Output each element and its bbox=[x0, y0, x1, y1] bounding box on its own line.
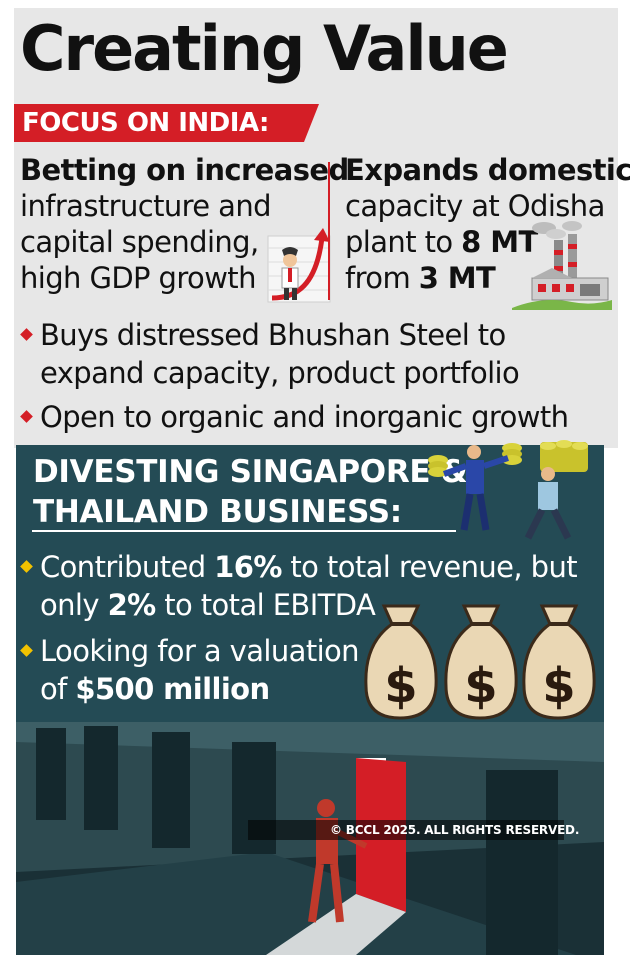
heading-underline bbox=[32, 530, 456, 532]
bullet-diamond-icon bbox=[20, 410, 33, 423]
ebitda-share-value: 2% bbox=[107, 588, 157, 622]
left-column-line: high GDP growth bbox=[20, 261, 256, 295]
right-column-line: plant to 8 MT bbox=[345, 224, 630, 260]
right-column-lead: Expands domestic bbox=[345, 153, 630, 187]
page-title: Creating Value bbox=[20, 12, 509, 85]
list-item: Open to organic and inorganic growth bbox=[20, 398, 569, 436]
capacity-old-value: 3 MT bbox=[418, 261, 496, 295]
capacity-new-value: 8 MT bbox=[461, 225, 538, 259]
bullet-text: Buys distressed Bhushan Steel to bbox=[40, 318, 506, 352]
left-column: Betting on increased infrastructure and … bbox=[20, 152, 349, 296]
bullet-diamond-icon bbox=[20, 644, 33, 657]
bullet-line: Looking for a valuation bbox=[40, 634, 360, 668]
dollar-sign: $ bbox=[542, 658, 575, 714]
dollar-sign: $ bbox=[464, 658, 497, 714]
divest-bullet-list: Contributed 16% to total revenue, but on… bbox=[20, 548, 578, 708]
text-segment: of bbox=[40, 672, 76, 706]
money-bags-group: $ $ $ bbox=[364, 604, 596, 720]
left-column-line: infrastructure and bbox=[20, 189, 272, 223]
rising-arrow-businessman-icon bbox=[267, 228, 331, 303]
revenue-share-value: 16% bbox=[214, 550, 282, 584]
divest-heading-line: DIVESTING SINGAPORE & bbox=[33, 454, 468, 490]
text-segment: to total revenue, but bbox=[281, 550, 577, 584]
divest-heading-line: THAILAND BUSINESS: bbox=[33, 494, 402, 530]
money-bag-icon: $ bbox=[444, 604, 518, 720]
bullet-diamond-icon bbox=[20, 560, 33, 573]
text-segment: only bbox=[40, 588, 108, 622]
dollar-sign: $ bbox=[384, 658, 417, 714]
column-divider bbox=[328, 162, 330, 300]
bullet-text: Open to organic and inorganic growth bbox=[40, 400, 569, 434]
bullet-text: expand capacity, product portfolio bbox=[40, 356, 520, 390]
left-column-line: capital spending, bbox=[20, 225, 259, 259]
open-door-scene-icon bbox=[16, 722, 604, 955]
text-segment: plant to bbox=[345, 225, 462, 259]
money-bag-icon: $ bbox=[522, 604, 596, 720]
money-bag-icon: $ bbox=[364, 604, 438, 720]
valuation-value: $500 million bbox=[75, 672, 270, 706]
left-column-lead: Betting on increased bbox=[20, 153, 349, 187]
list-item: Buys distressed Bhushan Steel to expand … bbox=[20, 316, 568, 392]
banner-label: FOCUS ON INDIA: bbox=[22, 108, 269, 138]
focus-banner: FOCUS ON INDIA: bbox=[14, 104, 319, 142]
copyright-notice: © BCCL 2025. ALL RIGHTS RESERVED. bbox=[248, 820, 579, 840]
list-item: Contributed 16% to total revenue, but on… bbox=[20, 548, 578, 624]
bullet-diamond-icon bbox=[20, 328, 33, 341]
banner-shape bbox=[14, 104, 319, 142]
list-item: Looking for a valuation of $500 million bbox=[20, 632, 577, 708]
steel-plant-icon bbox=[512, 221, 612, 310]
right-column-line: capacity at Odisha bbox=[345, 189, 605, 223]
businessmen-carrying-cash-icon bbox=[428, 440, 588, 540]
bullet-line: of $500 million bbox=[40, 670, 577, 708]
top-panel-background bbox=[14, 8, 618, 448]
right-column-line: from 3 MT bbox=[345, 260, 630, 296]
text-segment: to total EBITDA bbox=[155, 588, 376, 622]
bullet-line: Contributed 16% to total revenue, but bbox=[40, 548, 578, 586]
text-segment: from bbox=[345, 261, 419, 295]
divest-heading: DIVESTING SINGAPORE & THAILAND BUSINESS: bbox=[33, 452, 468, 532]
india-bullet-list: Buys distressed Bhushan Steel to expand … bbox=[20, 316, 569, 436]
text-segment: Contributed bbox=[40, 550, 215, 584]
bullet-line: only 2% to total EBITDA bbox=[40, 586, 577, 624]
right-column: Expands domestic capacity at Odisha plan… bbox=[345, 152, 630, 296]
